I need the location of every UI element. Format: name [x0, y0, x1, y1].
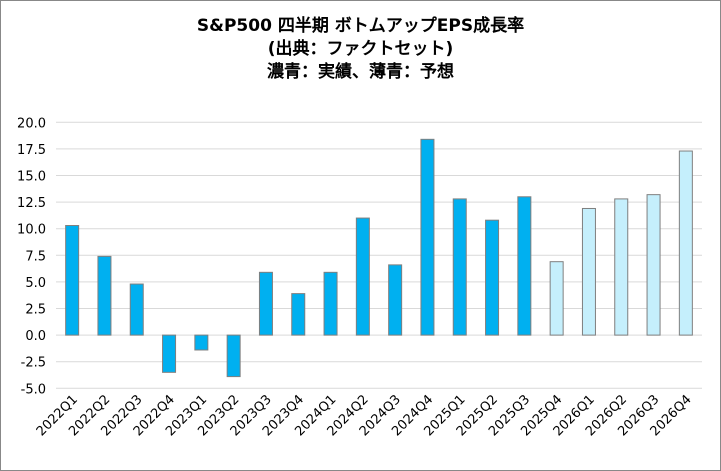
bar-2022Q3	[129, 283, 144, 336]
bar-2023Q4	[291, 293, 306, 336]
y-tick-label: -5.0	[21, 382, 46, 397]
bar-2024Q2	[355, 217, 370, 336]
y-tick-label: 20.0	[17, 116, 46, 131]
bar-2026Q4	[678, 150, 693, 336]
y-tick-label: 0.0	[25, 329, 46, 344]
chart-title-line-3: 濃青：実績、薄青：予想	[267, 62, 454, 82]
bar-2026Q1	[581, 207, 596, 336]
y-tick-label: 10.0	[17, 223, 46, 238]
bar-2025Q4	[549, 261, 564, 336]
y-tick-label: -2.5	[21, 356, 46, 371]
bar-2024Q4	[420, 138, 435, 336]
bar-2022Q2	[97, 255, 112, 336]
chart-title-line-2: (出典：ファクトセット)	[267, 39, 454, 59]
y-tick-label: 12.5	[17, 196, 46, 211]
bar-2022Q1	[65, 225, 80, 336]
bar-2023Q2	[226, 334, 241, 378]
bar-2025Q3	[517, 196, 532, 336]
bar-2025Q1	[452, 198, 467, 336]
y-tick-label: 15.0	[17, 170, 46, 185]
y-tick-label: 7.5	[25, 249, 46, 264]
y-tick-label: 2.5	[25, 303, 46, 318]
bar-2023Q3	[258, 271, 273, 336]
chart-title-line-1: S&P500 四半期 ボトムアップEPS成長率	[196, 16, 525, 36]
bar-2025Q2	[485, 219, 500, 336]
bar-2024Q1	[323, 271, 338, 336]
bar-2026Q3	[646, 194, 661, 336]
bar-2022Q4	[162, 334, 177, 373]
y-tick-label: 5.0	[25, 276, 46, 291]
bar-2026Q2	[614, 198, 629, 336]
y-tick-label: 17.5	[17, 143, 46, 158]
bar-2023Q1	[194, 334, 209, 351]
bar-2024Q3	[388, 264, 403, 336]
